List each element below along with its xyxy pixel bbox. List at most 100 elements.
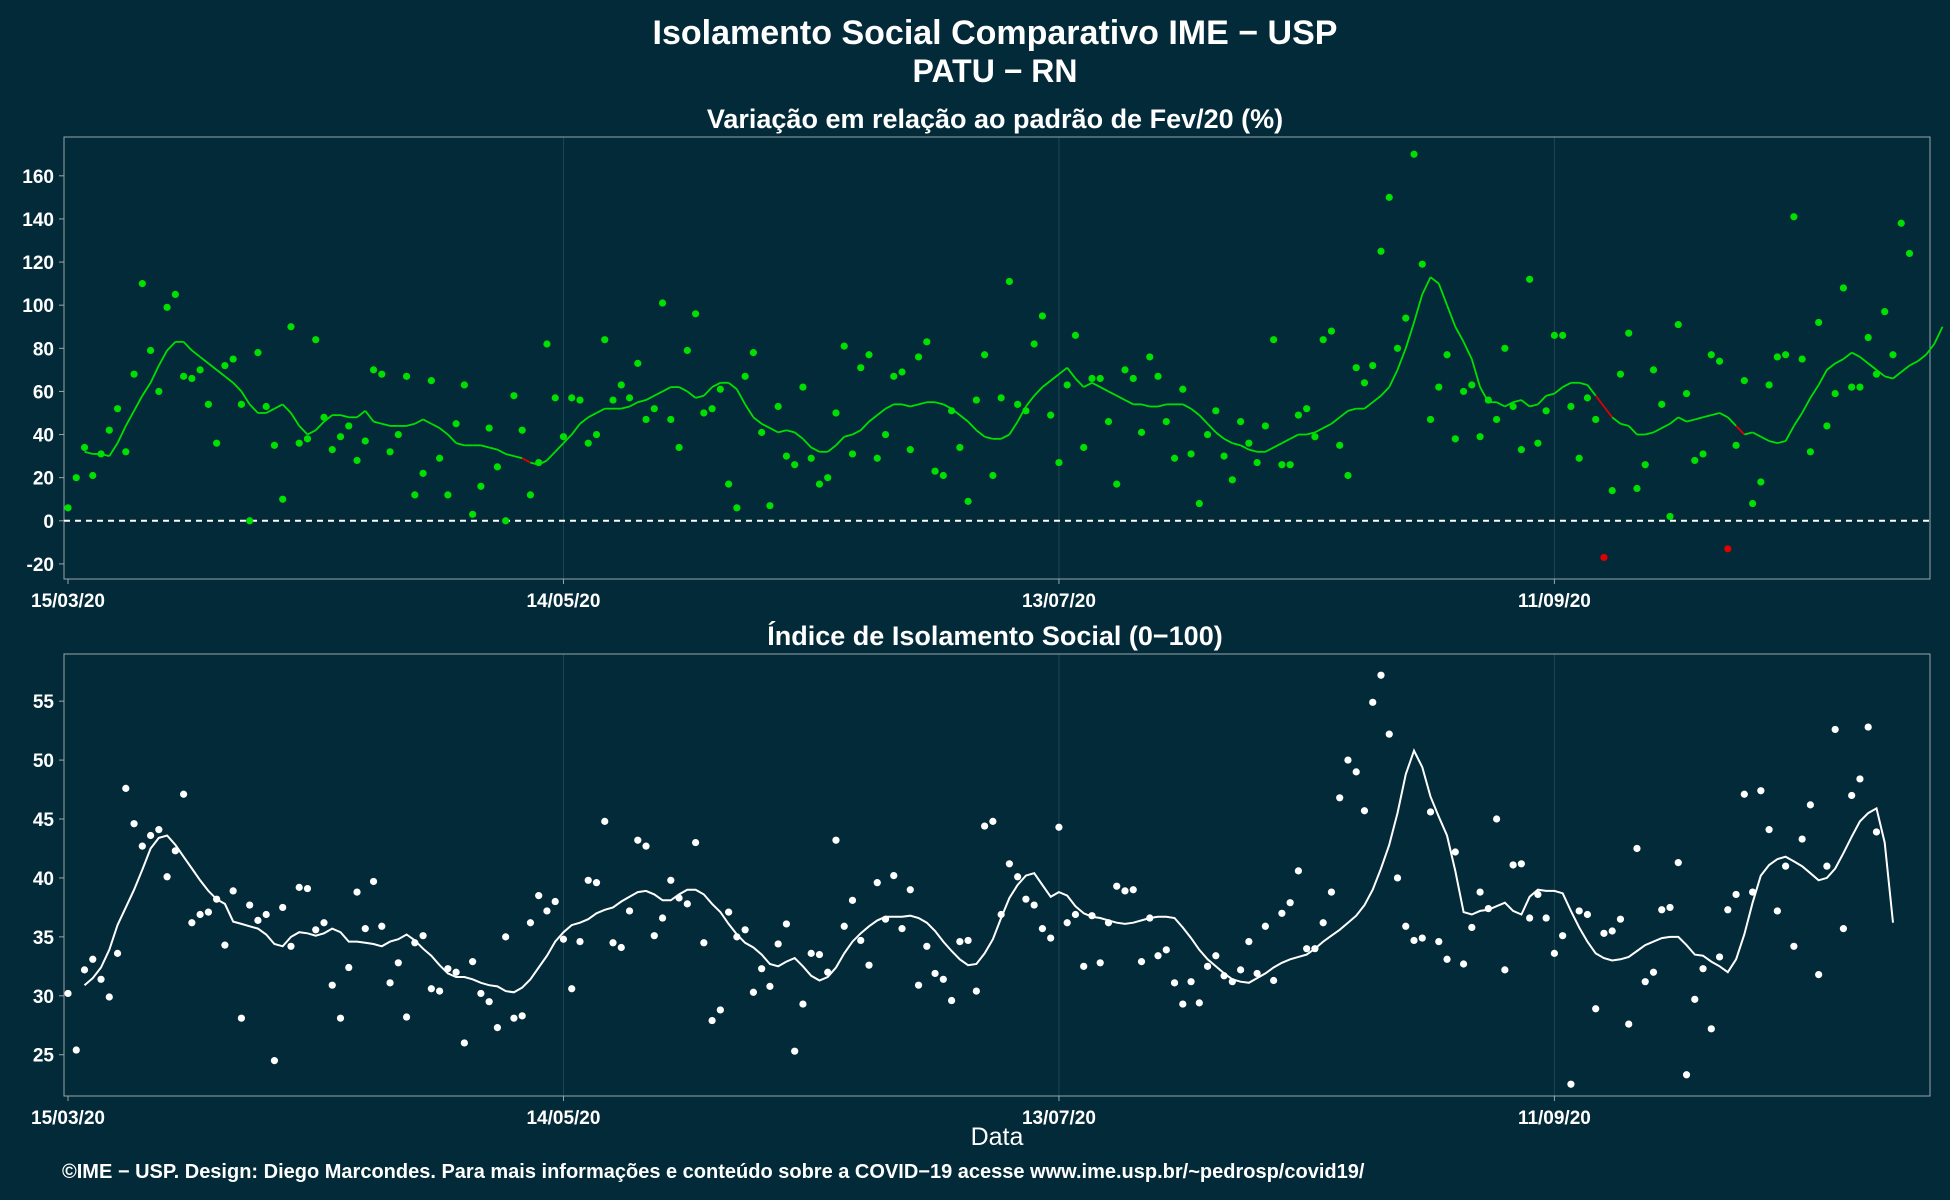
index-point — [1220, 972, 1228, 980]
variation-point — [163, 303, 171, 311]
moving-average-segment — [1248, 448, 1258, 453]
moving-average-segment — [1091, 381, 1101, 388]
index-point — [535, 892, 543, 900]
index-point — [1468, 923, 1476, 932]
variation-point — [1856, 383, 1864, 391]
index-point — [138, 842, 146, 850]
moving-average-segment — [496, 448, 507, 455]
index-point — [146, 831, 155, 840]
y-tick-label: 100 — [22, 296, 54, 317]
variation-point — [1212, 407, 1220, 415]
moving-average-segment — [1933, 326, 1944, 345]
index-point — [543, 907, 551, 915]
variation-point — [328, 446, 336, 454]
index-point — [1038, 925, 1047, 933]
index-point — [1203, 962, 1212, 970]
y-tick-label: 25 — [33, 1046, 55, 1067]
index-point — [386, 979, 394, 987]
moving-average-segment — [1851, 351, 1861, 358]
moving-average-segment — [1339, 410, 1349, 419]
index-point — [1278, 909, 1286, 917]
index-point — [1088, 912, 1096, 920]
moving-average-segment — [1744, 431, 1753, 436]
moving-average-segment — [1735, 425, 1745, 436]
index-point — [741, 926, 749, 934]
moving-average-segment — [1157, 403, 1167, 408]
variation-point — [1418, 260, 1426, 268]
index-point — [1567, 1080, 1575, 1088]
variation-point — [1724, 545, 1732, 553]
variation-point — [848, 450, 857, 458]
index-point — [989, 817, 997, 825]
variation-point — [502, 517, 510, 525]
moving-average-segment — [1058, 366, 1068, 375]
moving-average-segment — [340, 414, 349, 419]
moving-average-segment — [414, 418, 424, 425]
index-point — [1418, 934, 1426, 942]
moving-average-segment — [1884, 375, 1894, 380]
moving-average-segment — [1504, 401, 1514, 408]
variation-point — [452, 420, 460, 428]
moving-average-segment — [1421, 276, 1432, 295]
moving-average-segment — [662, 386, 672, 393]
index-point — [997, 910, 1005, 919]
moving-average-segment — [505, 453, 515, 457]
index-point — [1270, 976, 1278, 985]
variation-point — [113, 405, 122, 413]
y-tick-label: 120 — [22, 253, 54, 274]
moving-average-segment — [629, 401, 639, 408]
y-tick-label: 40 — [33, 869, 54, 890]
panel2-title: Índice de Isolamento Social (0−100) — [767, 620, 1222, 651]
index-point — [64, 989, 72, 998]
moving-average-segment — [1289, 433, 1299, 440]
variation-point — [1765, 381, 1773, 389]
index-point — [1765, 826, 1773, 834]
index-point — [1492, 815, 1501, 823]
moving-average-segment — [769, 427, 779, 434]
index-point — [345, 963, 353, 972]
variation-point — [923, 338, 931, 346]
moving-average-segment — [315, 420, 325, 431]
variation-point — [1509, 402, 1517, 411]
variation-point — [1625, 329, 1633, 337]
moving-average-segment — [1470, 358, 1481, 388]
variation-point — [1336, 441, 1344, 449]
index-point — [237, 1014, 246, 1022]
moving-average-segment — [1586, 384, 1597, 397]
index-point — [105, 993, 113, 1001]
variation-point — [411, 491, 419, 499]
moving-average-segment — [232, 382, 243, 393]
variation-point — [1393, 344, 1402, 352]
moving-average-segment — [191, 349, 201, 358]
variation-point — [1517, 446, 1525, 454]
moving-average-segment — [736, 388, 746, 405]
variation-point — [1707, 351, 1715, 359]
index-point — [130, 820, 138, 828]
moving-average-segment — [1677, 416, 1687, 423]
index-point — [1319, 919, 1327, 927]
moving-average-segment — [860, 420, 870, 431]
index-point — [1369, 698, 1377, 706]
moving-average-segment — [802, 438, 812, 449]
variation-point — [1608, 487, 1616, 495]
index-point — [733, 933, 741, 941]
index-point — [683, 900, 691, 908]
moving-average-segment — [298, 425, 309, 436]
index-point — [658, 914, 667, 922]
variation-point — [1261, 422, 1269, 430]
variation-point — [1872, 370, 1881, 378]
moving-average-segment — [587, 412, 597, 419]
index-point — [1798, 835, 1806, 843]
moving-average-segment — [1322, 422, 1332, 429]
index-point — [592, 879, 601, 887]
index-point — [551, 897, 559, 906]
index-point — [427, 985, 435, 993]
moving-average-segment — [794, 431, 804, 440]
variation-point — [80, 443, 89, 452]
variation-point — [1443, 351, 1451, 359]
moving-average-segment — [910, 403, 919, 408]
index-point — [1435, 937, 1443, 946]
moving-average-segment — [1752, 431, 1762, 438]
y-tick-label: 45 — [33, 810, 55, 831]
index-point — [502, 933, 510, 941]
